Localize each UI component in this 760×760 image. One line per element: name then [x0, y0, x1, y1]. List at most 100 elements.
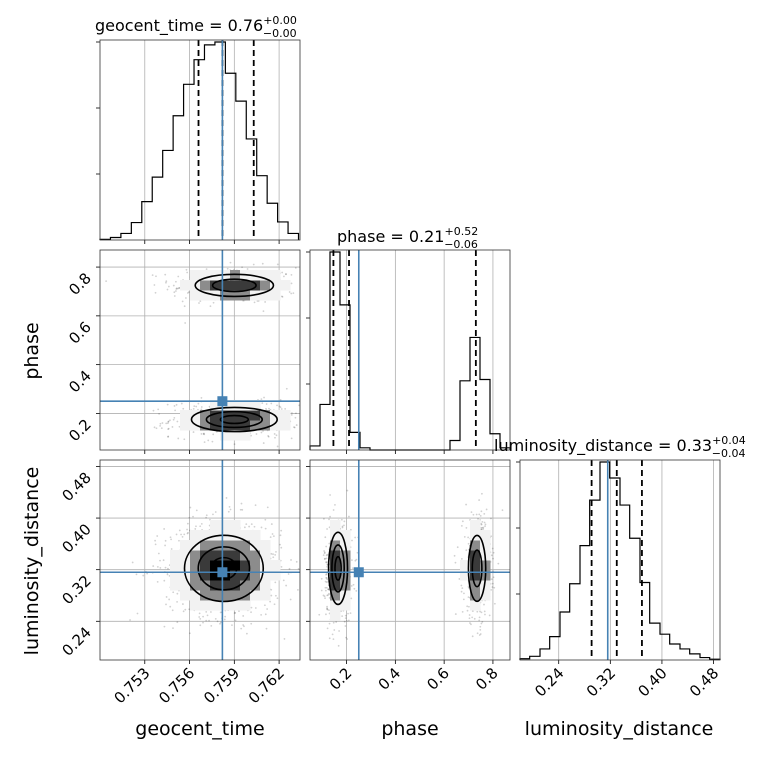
sample-point — [270, 552, 273, 555]
histogram-luminosity-distance — [519, 461, 721, 660]
sample-point — [167, 420, 170, 423]
sample-point — [261, 402, 264, 405]
sample-point — [293, 426, 296, 429]
sample-point — [173, 295, 176, 297]
sample-point — [172, 418, 175, 421]
sample-point — [267, 435, 270, 437]
sample-point — [472, 513, 475, 516]
sample-point — [199, 617, 202, 620]
sample-point — [175, 290, 177, 292]
sample-point — [167, 435, 169, 438]
sample-point — [460, 584, 463, 587]
sample-point — [264, 613, 267, 616]
sample-point — [485, 508, 488, 511]
sample-point — [266, 506, 269, 509]
sample-point — [318, 613, 321, 616]
density-cell — [240, 600, 251, 611]
sample-point — [202, 433, 205, 435]
sample-point — [280, 529, 283, 532]
density-cell — [340, 550, 351, 561]
sample-point — [484, 613, 486, 616]
density-cell — [470, 560, 481, 571]
density-cell — [270, 280, 281, 291]
sample-point — [467, 542, 470, 545]
density-cell — [210, 410, 221, 421]
sample-point — [260, 398, 263, 401]
sample-point — [276, 404, 278, 407]
density-cell — [220, 540, 231, 551]
panel-geocent-time-vs-luminosity-distance: 0.753 0.756 0.759 0.762 0.24 0.32 0.40 0.48 — [58, 459, 301, 707]
sample-point — [493, 602, 496, 605]
sample-point — [200, 433, 203, 435]
density-cell — [170, 550, 181, 561]
sample-point — [261, 262, 264, 265]
sample-point — [210, 624, 213, 627]
sample-point — [470, 623, 472, 626]
density-cell — [190, 290, 201, 301]
density-cell — [210, 400, 221, 411]
sample-point — [172, 591, 175, 594]
sample-point — [477, 518, 479, 520]
sample-point — [193, 405, 196, 408]
density-cell — [260, 550, 271, 561]
sample-point — [479, 633, 482, 635]
sample-point — [273, 603, 276, 606]
density-cell — [240, 580, 251, 591]
sample-point — [178, 529, 181, 532]
sample-point — [325, 573, 327, 576]
sample-point — [175, 288, 178, 290]
sample-point — [279, 534, 282, 537]
sample-point — [177, 275, 180, 278]
sample-point — [225, 497, 228, 499]
sample-point — [276, 597, 279, 600]
sample-point — [280, 295, 283, 298]
density-cell — [180, 280, 191, 291]
density-cell — [270, 270, 281, 281]
y-tick-label: 0.40 — [58, 520, 94, 556]
sample-point — [332, 509, 335, 511]
sample-point — [199, 525, 202, 528]
title-phase: phase = 0.21+0.52 −0.06 — [337, 225, 478, 251]
sample-point — [461, 587, 464, 590]
sample-point — [240, 502, 243, 505]
sample-point — [178, 539, 180, 542]
sample-point — [276, 445, 279, 448]
density-cell — [200, 560, 211, 571]
sample-point — [283, 638, 286, 640]
density-cell — [240, 420, 251, 431]
sample-point — [248, 525, 251, 528]
density-cell — [470, 550, 481, 561]
sample-point — [323, 595, 326, 598]
sample-point — [229, 261, 232, 264]
density-cell — [330, 580, 341, 591]
sample-point — [329, 515, 331, 518]
sample-point — [326, 553, 329, 556]
contour-line — [210, 556, 238, 580]
density-cell — [250, 280, 261, 291]
sample-point — [242, 615, 245, 617]
contour-line — [197, 546, 251, 591]
sample-point — [340, 518, 343, 521]
density-cell — [260, 280, 271, 291]
sample-point — [176, 600, 178, 603]
sample-point — [205, 619, 208, 622]
sample-point — [340, 610, 342, 613]
sample-point — [182, 610, 185, 613]
sample-point — [243, 526, 246, 529]
sample-point — [484, 523, 487, 526]
sample-point — [165, 596, 168, 598]
panel-phase-histogram — [306, 249, 511, 454]
density-cell — [220, 520, 231, 531]
density-cell — [230, 270, 241, 281]
panel-phase-vs-luminosity-distance: 0.2 0.4 0.6 0.8 — [306, 459, 511, 694]
x-tick-label: 0.762 — [245, 664, 288, 707]
sample-point — [304, 416, 306, 418]
sample-point — [219, 622, 221, 625]
sample-point — [266, 608, 269, 610]
sample-point — [466, 609, 469, 612]
contour-line — [331, 544, 346, 593]
density-cell — [200, 590, 211, 601]
sample-point — [354, 559, 357, 562]
sample-point — [480, 510, 483, 513]
density-cell — [200, 290, 211, 301]
